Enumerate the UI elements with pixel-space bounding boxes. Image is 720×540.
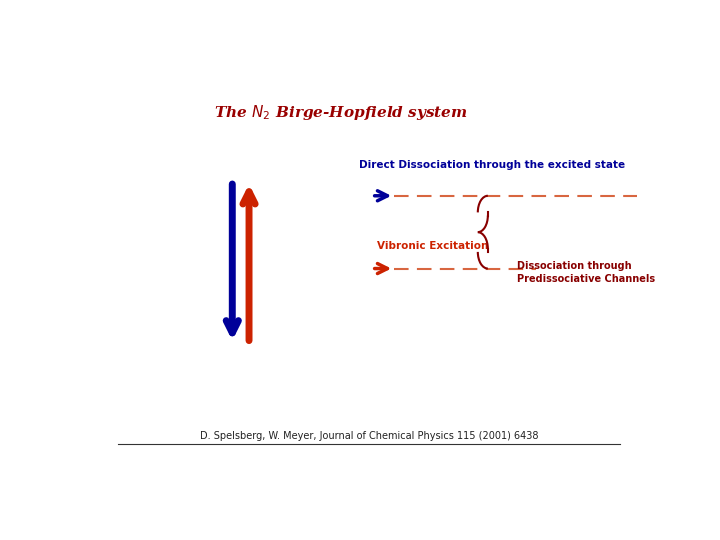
Text: Direct Dissociation through the excited state: Direct Dissociation through the excited … (359, 160, 625, 170)
Text: Dissociation through
Predissociative Channels: Dissociation through Predissociative Cha… (517, 261, 655, 284)
Text: D. Spelsberg, W. Meyer, Journal of Chemical Physics 115 (2001) 6438: D. Spelsberg, W. Meyer, Journal of Chemi… (199, 431, 539, 441)
Text: The $N_2$ Birge-Hopfield system: The $N_2$ Birge-Hopfield system (214, 103, 468, 122)
Text: Vibronic Excitation: Vibronic Excitation (377, 241, 489, 251)
